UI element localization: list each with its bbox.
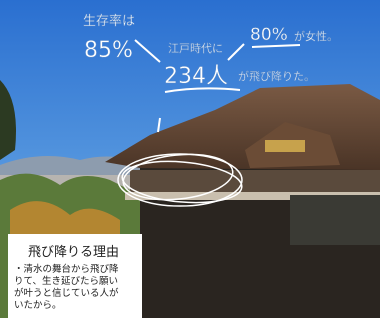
jumped: が飛び降りた。 (238, 69, 315, 83)
reason-title: 飛び降りる理由 (28, 245, 119, 260)
reason-line: りて、生き延びたら願い (14, 275, 118, 287)
female-label: が女性。 (294, 29, 338, 43)
female-rate: 80% (250, 25, 288, 45)
reason-line: いたから。 (14, 300, 62, 311)
era-label: 江戸時代に (168, 42, 223, 55)
survival-label: 生存率は (83, 13, 135, 29)
survival-rate: 85% (84, 38, 133, 63)
gable-ornament (265, 140, 305, 152)
stage-pillar (290, 195, 380, 245)
crowd (130, 170, 380, 192)
jumpers: 234人 (164, 64, 228, 89)
reason-line: が叶うと信じている人が (14, 287, 119, 299)
scene: 生存率は 85% 江戸時代に 234人 が飛び降りた。 80% が女性。 飛び降… (0, 0, 380, 318)
reason-line: ・清水の舞台から飛び降 (14, 263, 119, 275)
